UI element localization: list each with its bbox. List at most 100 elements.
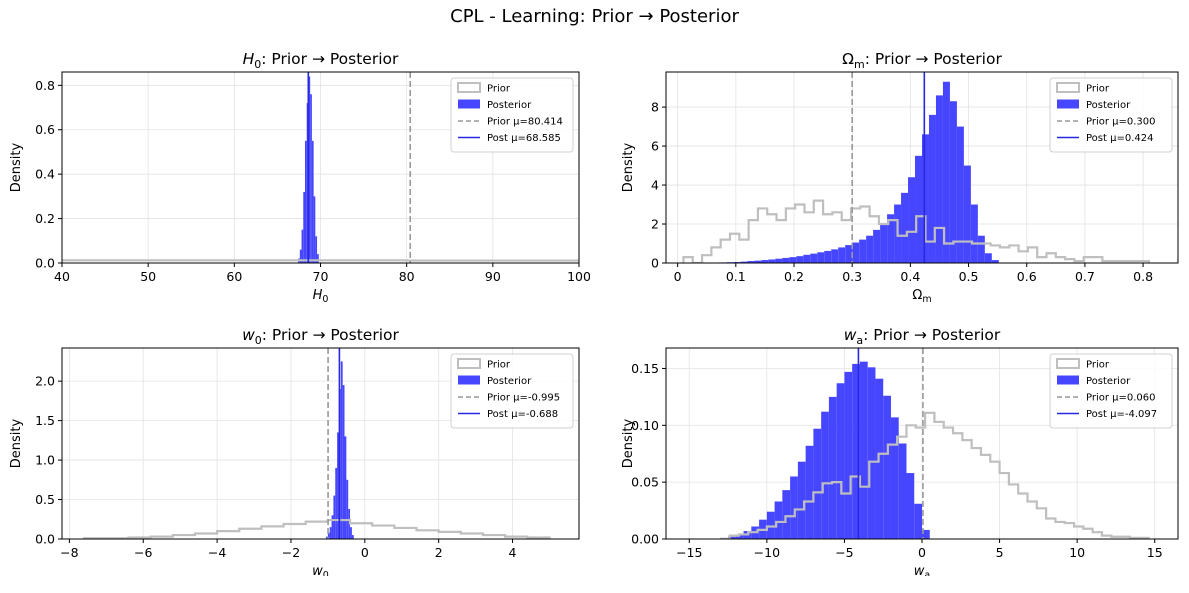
posterior-bar [852, 363, 860, 539]
prior-histogram-step [720, 411, 1150, 539]
posterior-bar [821, 411, 829, 539]
x-tick-label: 0.2 [784, 269, 804, 284]
posterior-bar [303, 191, 305, 263]
y-tick-label: 0.6 [35, 122, 55, 137]
x-tick-label: −8 [60, 545, 78, 560]
y-tick-label: 0.00 [631, 532, 659, 547]
posterior-bar [970, 204, 978, 263]
legend-entry: Posterior [487, 100, 532, 111]
x-axis-label: Ωm [912, 288, 931, 305]
posterior-bar [890, 417, 899, 539]
subplot-title: Ωm: Prior → Posterior [842, 50, 1002, 71]
legend-entry: Prior [1086, 360, 1110, 371]
x-tick-label: 0.1 [726, 269, 746, 284]
legend: Prior Posterior Prior μ=80.414 Post μ=68.58… [450, 77, 574, 153]
y-tick-label: 0.10 [631, 418, 659, 433]
x-tick-label: 90 [485, 269, 501, 284]
legend-entry: Posterior [1086, 100, 1131, 111]
posterior-bar [844, 371, 853, 539]
axes-frame [665, 71, 1179, 264]
x-tick-label: 0 [918, 545, 926, 560]
posterior-bar [813, 428, 822, 539]
legend-entry: Post μ=-4.097 [1086, 409, 1157, 420]
posterior-bar [836, 383, 845, 539]
legend-swatch-prior [1056, 358, 1080, 369]
x-tick-label: 80 [399, 269, 415, 284]
x-tick-label: 2 [435, 545, 443, 560]
x-tick-label: 70 [313, 269, 329, 284]
y-tick-label: 1.5 [35, 413, 55, 428]
x-tick-label: 0.3 [842, 269, 862, 284]
prior-histogram-step [682, 199, 1151, 263]
legend-entry: Prior [487, 360, 511, 371]
posterior-bar [908, 177, 916, 263]
y-tick-label: 0.4 [35, 167, 55, 182]
x-tick-label: −2 [282, 545, 300, 560]
x-tick-label: −6 [134, 545, 152, 560]
x-tick-label: −4 [208, 545, 226, 560]
x-tick-label: 15 [1147, 545, 1163, 560]
x-tick-label: 10 [1069, 545, 1085, 560]
y-axis-label: Density [9, 142, 24, 192]
x-tick-label: 40 [54, 269, 70, 284]
x-tick-label: 5 [996, 545, 1004, 560]
posterior-bar [883, 395, 891, 539]
legend-entry: Prior μ=0.300 [1086, 117, 1156, 128]
posterior-bar [789, 257, 797, 263]
posterior-bar [774, 501, 783, 539]
legend-entry: Prior [1086, 84, 1110, 95]
posterior-bar [747, 261, 755, 263]
legend-entry: Post μ=-0.688 [487, 409, 558, 420]
posterior-bar [329, 527, 332, 539]
x-axis-label: w0 [312, 564, 329, 576]
posterior-bar [344, 436, 347, 539]
legend: Prior Posterior Prior μ=0.300 Post μ=0.424 [1049, 77, 1173, 153]
posterior-bar [949, 101, 957, 263]
posterior-bar [956, 126, 964, 263]
subplot-title: wa: Prior → Posterior [844, 326, 1001, 347]
posterior-bar [754, 260, 762, 263]
x-tick-label: 60 [226, 269, 242, 284]
x-tick-label: −10 [754, 545, 780, 560]
posterior-bar [337, 432, 339, 539]
posterior-bar [831, 249, 839, 263]
subplot-omega-m: 0 0.1 0.2 0.3 0.4 0.5 0.6 0.7 0.8 0 2 4 6 8 Ωm: Prior … [621, 50, 1179, 305]
posterior-bar [866, 235, 874, 263]
y-axis-label: Density [621, 418, 636, 468]
posterior-bar [810, 253, 818, 263]
posterior-bar [859, 239, 867, 263]
x-tick-label: −15 [676, 545, 702, 560]
posterior-bar [984, 253, 992, 263]
posterior-bar [342, 385, 345, 539]
prior-histogram-step [62, 259, 579, 262]
subplot-title: H0: Prior → Posterior [243, 50, 399, 71]
legend-entry: Posterior [1086, 376, 1131, 387]
posterior-bar [873, 229, 881, 263]
posterior-bar [977, 235, 985, 263]
legend-entry: Posterior [487, 376, 532, 387]
x-tick-label: 0 [674, 269, 682, 284]
x-tick-label: 0.7 [1075, 269, 1095, 284]
y-tick-label: 0 [651, 256, 659, 271]
posterior-bar [859, 361, 868, 539]
y-tick-label: 8 [651, 100, 659, 115]
posterior-bar [775, 258, 783, 263]
subplot-h0: 40 50 60 70 80 90 100 0.0 0.2 0.4 0.6 0.8 H0: Prior … [9, 50, 590, 305]
posterior-bar [915, 155, 922, 263]
posterior-bar [782, 490, 791, 539]
y-axis-label: Density [9, 418, 24, 468]
posterior-bar [728, 536, 736, 539]
posterior-bar [735, 534, 744, 539]
x-tick-label: 0.5 [959, 269, 979, 284]
posterior-bar [790, 476, 798, 539]
posterior-bar [838, 247, 846, 263]
x-tick-label: 0.8 [1133, 269, 1153, 284]
posterior-bar [304, 140, 307, 263]
y-tick-label: 0.2 [35, 211, 55, 226]
posterior-bar [898, 443, 907, 539]
posterior-bar [301, 229, 304, 263]
x-axis-label: wa [914, 564, 930, 576]
y-tick-label: 0.0 [35, 532, 55, 547]
posterior-bar [867, 367, 876, 539]
x-tick-label: 50 [140, 269, 156, 284]
